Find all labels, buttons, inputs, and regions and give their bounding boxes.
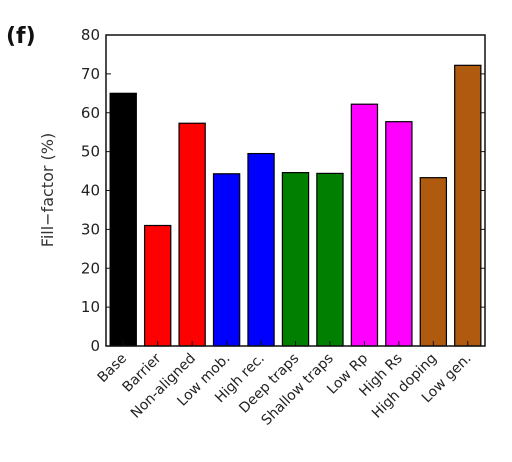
y-tick-label: 70 <box>81 65 100 83</box>
bar-non-aligned <box>178 122 206 347</box>
y-tick-label: 30 <box>81 220 100 238</box>
bar-low-rp <box>350 103 379 347</box>
panel-label: (f) <box>6 24 36 49</box>
bar-high-doping <box>419 177 448 347</box>
y-tick-label: 0 <box>90 337 100 355</box>
y-tick-label: 20 <box>81 259 100 277</box>
y-tick-label: 50 <box>81 143 100 161</box>
bar-low-mob <box>212 173 241 347</box>
y-axis-title: Fill−factor (%) <box>38 133 57 247</box>
bar-barrier <box>143 224 172 347</box>
y-tick-label: 60 <box>81 104 100 122</box>
bar-low-gen <box>454 64 482 347</box>
y-tick-label: 40 <box>81 182 100 200</box>
y-axis: 0 10 20 30 40 50 60 70 80 <box>81 26 485 355</box>
bar-base <box>109 92 137 347</box>
bar-deep-traps <box>281 172 310 347</box>
bar-high-rec <box>247 152 275 347</box>
bar-high-rs <box>385 121 413 347</box>
bar-shallow-traps <box>316 172 344 347</box>
y-tick-label: 80 <box>81 26 100 44</box>
plot-frame <box>105 34 486 347</box>
y-tick-label: 10 <box>81 298 100 316</box>
bars-layer <box>109 64 482 347</box>
